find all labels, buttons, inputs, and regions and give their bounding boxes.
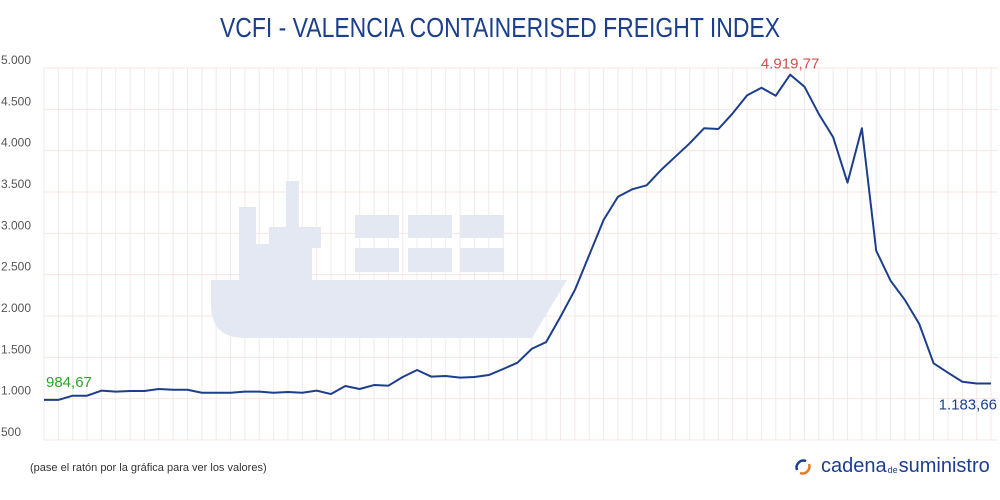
data-point: [669, 151, 681, 163]
y-tick-label: 2.000: [1, 301, 31, 315]
data-point: [138, 385, 150, 397]
data-point: [38, 394, 50, 406]
data-point: [368, 379, 380, 391]
y-tick-label: 4.000: [1, 136, 31, 150]
data-point: [813, 108, 825, 120]
y-tick-label: 2.500: [1, 260, 31, 274]
data-point: [124, 385, 136, 397]
data-point: [425, 371, 437, 383]
data-point: [942, 367, 954, 379]
data-point: [870, 245, 882, 257]
ship-watermark-icon: [211, 181, 567, 338]
data-point: [626, 183, 638, 195]
data-point: [899, 294, 911, 306]
data-point: [641, 179, 653, 191]
data-point: [468, 371, 480, 383]
data-point: [296, 387, 308, 399]
data-point: [311, 385, 323, 397]
data-point: [181, 384, 193, 396]
data-point: [282, 386, 294, 398]
data-point: [928, 357, 940, 369]
data-point: [397, 371, 409, 383]
data-label: 984,67: [46, 374, 92, 391]
logo-text-cadena: cadena: [821, 455, 887, 477]
y-tick-label: 3.000: [1, 218, 31, 232]
data-point: [856, 122, 868, 134]
series-line-vcfi: [43, 73, 992, 401]
logo-text-suministro: suministro: [898, 455, 990, 477]
logo-refresh-icon: [795, 458, 811, 475]
data-point: [698, 122, 710, 134]
data-point: [354, 383, 366, 395]
data-point: [798, 81, 810, 93]
data-point: [411, 364, 423, 376]
data-point: [382, 380, 394, 392]
line-chart[interactable]: 500 1.000 1.500 2.000 2.500 3.000 3.500 4.000 4.…: [0, 0, 1000, 450]
data-point: [483, 369, 495, 381]
data-point: [727, 107, 739, 119]
hover-hint: (pase el ratón por la gráfica para ver l…: [30, 462, 267, 474]
logo: cadena de suministro: [793, 455, 990, 478]
data-point: [512, 357, 524, 369]
data-point: [440, 370, 452, 382]
data-point: [196, 387, 208, 399]
data-point: [454, 372, 466, 384]
data-point: [770, 90, 782, 102]
data-point: [268, 387, 280, 399]
data-point: [225, 387, 237, 399]
data-point: [885, 275, 897, 287]
y-tick-label: 1.000: [1, 384, 31, 398]
y-tick-label: 1.500: [1, 342, 31, 356]
data-point: [81, 390, 93, 402]
y-tick-label: 500: [1, 425, 21, 439]
data-point: [569, 284, 581, 296]
data-point: [526, 343, 538, 355]
y-tick-label: 4.500: [1, 94, 31, 108]
data-point: [985, 377, 997, 389]
data-point: [239, 386, 251, 398]
series-layer: [38, 73, 997, 406]
data-point: [712, 123, 724, 135]
y-tick-label: 3.500: [1, 177, 31, 191]
data-point: [52, 394, 64, 406]
data-point: [971, 377, 983, 389]
data-point: [153, 383, 165, 395]
data-point: [497, 363, 509, 375]
data-point: [253, 386, 265, 398]
data-point: [655, 164, 667, 176]
data-point: [755, 82, 767, 94]
data-label: 4.919,77: [761, 56, 819, 73]
data-point: [913, 318, 925, 330]
data-point: [339, 380, 351, 392]
data-point: [95, 385, 107, 397]
logo-text-de: de: [887, 464, 898, 475]
data-point: [583, 249, 595, 261]
data-point: [612, 191, 624, 203]
data-point: [956, 376, 968, 388]
data-point: [741, 89, 753, 101]
data-point: [827, 131, 839, 143]
data-label: 1.183,66: [939, 396, 997, 413]
data-point: [684, 137, 696, 149]
annotations: 984,67 4.919,77 1.183,66: [46, 56, 997, 414]
data-point: [325, 388, 337, 400]
data-point: [842, 177, 854, 189]
data-point: [540, 336, 552, 348]
data-point: [110, 386, 122, 398]
y-tick-label: 5.000: [1, 53, 31, 67]
data-point: [598, 214, 610, 226]
data-point: [167, 384, 179, 396]
data-point: [555, 311, 567, 323]
data-point: [67, 390, 79, 402]
data-point: [210, 387, 222, 399]
y-axis: 500 1.000 1.500 2.000 2.500 3.000 3.500 4.000 4.…: [1, 53, 31, 439]
chart-title: VCFI - VALENCIA CONTAINERISED FREIGHT IN…: [219, 12, 781, 43]
